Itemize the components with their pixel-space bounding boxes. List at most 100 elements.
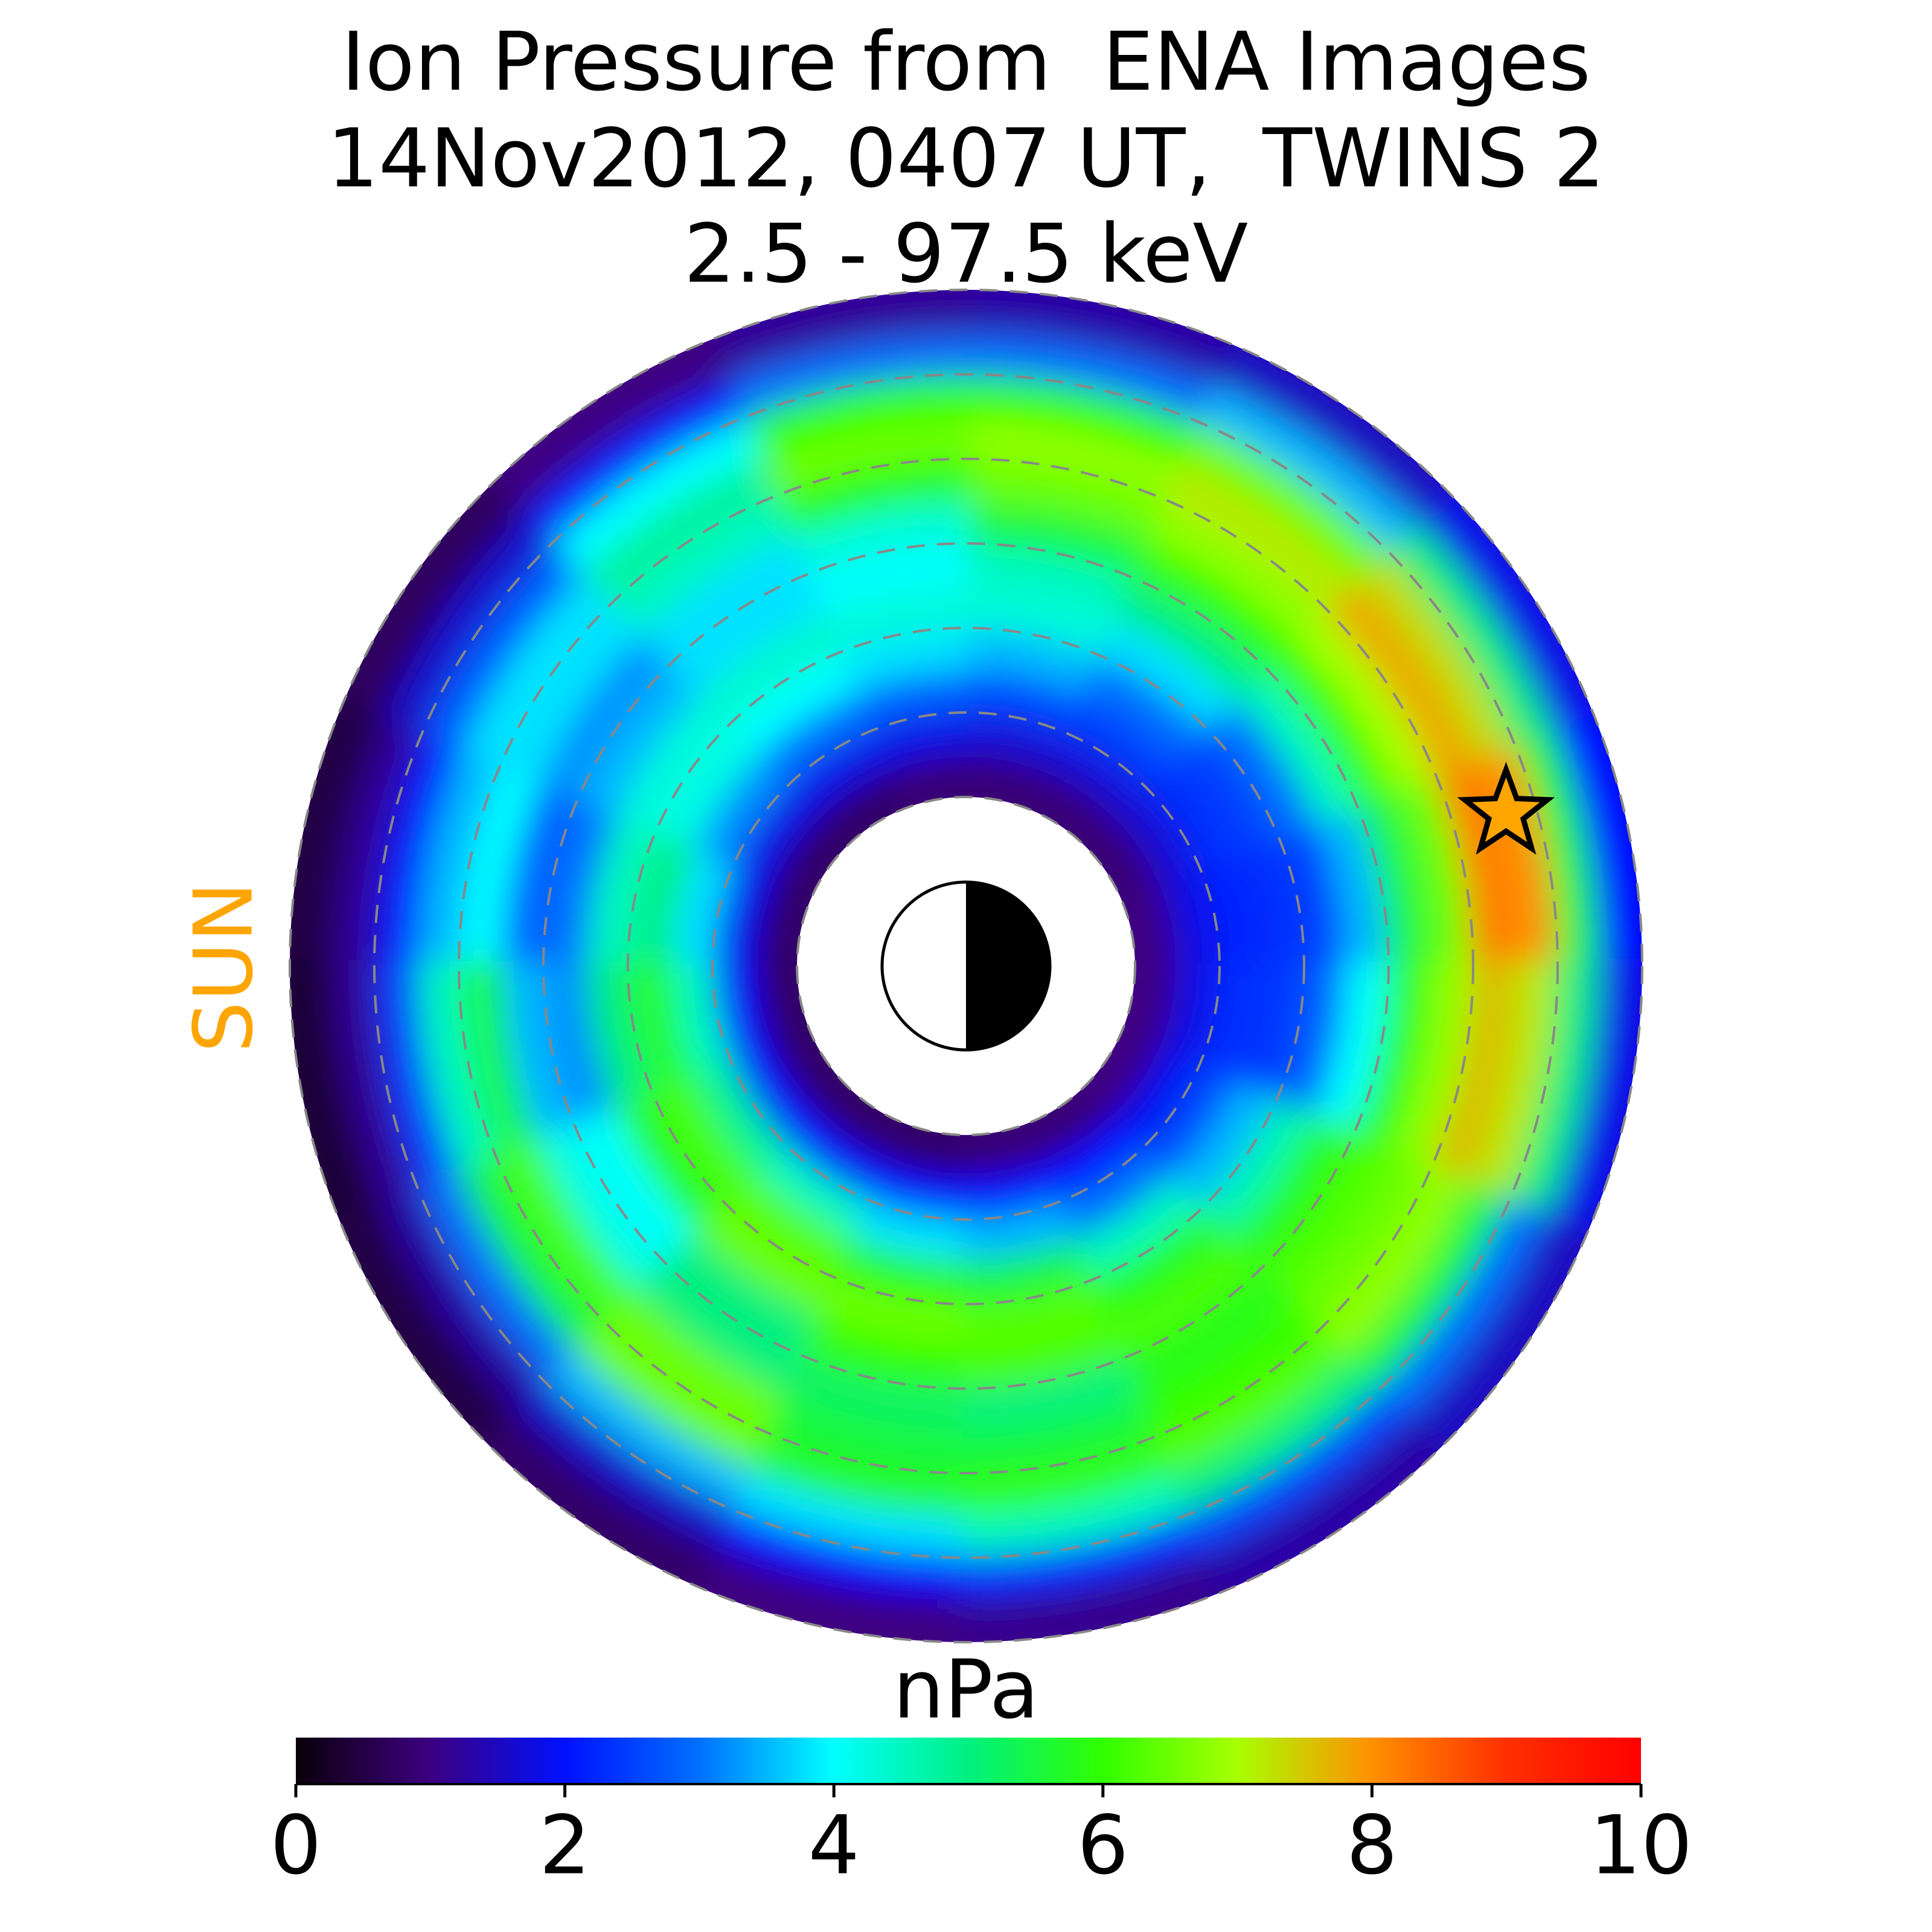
heatmap-cell: [753, 689, 872, 790]
heatmap-cell: [1319, 572, 1477, 778]
heatmap-cell: [866, 711, 969, 773]
colorbar-tick-label: 8: [1346, 1799, 1398, 1893]
heatmap-cell: [662, 572, 825, 702]
heatmap-cell: [1508, 959, 1602, 1216]
ring-grid-line: [458, 458, 1474, 1474]
heatmap-cell: [602, 494, 793, 642]
heatmap-cell: [376, 1186, 554, 1421]
heatmap-cell: [415, 1170, 583, 1390]
earth-symbol: [880, 880, 1052, 1052]
heatmap-cell: [959, 330, 1216, 424]
star-group: [1457, 761, 1555, 855]
heatmap-cell: [1142, 753, 1243, 872]
heatmap-cell: [716, 330, 973, 424]
heatmap-cell: [572, 1319, 778, 1477]
heatmap-cell: [1392, 961, 1475, 1166]
heatmap-cell: [1230, 1107, 1360, 1270]
heatmap-cell: [632, 1260, 809, 1399]
heatmap-cell: [1159, 866, 1221, 969]
heatmap-cell: [1319, 1154, 1477, 1360]
heatmap-cell: [373, 733, 462, 973]
heatmap-cell: [1171, 723, 1282, 857]
heatmap-cell: [1142, 1060, 1243, 1179]
heatmap-cell: [662, 1230, 825, 1360]
heatmap-cell: [1508, 716, 1602, 973]
heatmap-cell: [1154, 455, 1360, 613]
heatmap-cell: [729, 783, 820, 888]
heatmap-cell: [572, 1107, 702, 1270]
heatmap-cell: [723, 1171, 857, 1282]
heatmap-cell: [753, 1142, 872, 1243]
heatmap-cell: [866, 1159, 969, 1221]
heatmap-cell: [1112, 783, 1203, 888]
heatmap-cell: [1186, 1378, 1421, 1556]
heatmap-cell: [455, 1154, 613, 1360]
heatmap-cell: [1201, 693, 1321, 841]
heatmap-cell: [693, 1201, 841, 1321]
heatmap-cell: [330, 959, 424, 1216]
heatmap-cell: [959, 1470, 1199, 1559]
heatmap-cell: [1044, 729, 1149, 820]
heatmap-cell: [533, 1123, 672, 1300]
ring-grid-line: [627, 627, 1305, 1305]
heatmap-cell: [1123, 533, 1300, 672]
title-line: 14Nov2012, 0407 UT, TWINS 2: [327, 112, 1605, 206]
heatmap-cell: [782, 499, 971, 579]
heatmap-cell: [782, 1353, 971, 1433]
heatmap-cell: [687, 290, 974, 385]
heatmap-cell: [687, 1547, 974, 1642]
heatmap-cell: [1378, 511, 1556, 746]
heatmap-cell: [716, 1508, 973, 1602]
heatmap-cell: [1201, 1091, 1321, 1239]
heatmap-cell: [961, 1353, 1150, 1433]
heatmap-cell: [733, 373, 973, 462]
heatmap-cell: [1349, 1170, 1517, 1390]
ring-grid-line: [711, 711, 1221, 1221]
ring-grid-line: [289, 289, 1643, 1643]
heatmap-cell: [1159, 963, 1221, 1066]
star-marker: [1457, 761, 1555, 855]
heatmap-cell: [1075, 1171, 1209, 1282]
heatmap-cell: [959, 373, 1199, 462]
heatmap-cell: [533, 632, 672, 809]
heatmap-cell: [650, 723, 761, 857]
heatmap-cell: [650, 1075, 761, 1209]
heatmap-cell: [1392, 766, 1475, 971]
heatmap-cell: [1123, 1260, 1300, 1399]
heatmap-cell: [1353, 782, 1433, 971]
heatmap-cell: [960, 1431, 1183, 1517]
title-line: 2.5 - 97.5 keV: [684, 207, 1249, 301]
heatmap-cell: [572, 455, 778, 613]
heatmap-cell: [602, 1290, 793, 1438]
heatmap-cell: [1091, 1201, 1239, 1321]
heatmap-cell: [494, 1139, 642, 1330]
heatmap-cell: [611, 1091, 731, 1239]
heatmap-cell: [1170, 1349, 1390, 1517]
heatmap-cell: [1353, 961, 1433, 1150]
heatmap-cell: [499, 961, 579, 1150]
heatmap-cell: [960, 415, 1183, 501]
heatmap-cell: [373, 959, 462, 1199]
heatmap-cell: [415, 749, 501, 972]
heatmap-cell: [611, 693, 731, 841]
heatmap-cell: [958, 1547, 1245, 1642]
sun-label: SUN: [177, 881, 271, 1052]
heatmap-cell: [499, 782, 579, 971]
heatmap-cell: [1139, 494, 1330, 642]
ring-grid-line: [542, 542, 1390, 1390]
heatmap-cell: [1154, 1319, 1360, 1477]
heatmap-cell: [1107, 572, 1270, 702]
heatmap-cell: [1378, 1186, 1556, 1421]
heatmap-cell: [290, 687, 385, 974]
heatmap-cell: [961, 457, 1166, 540]
heatmap-cell: [1075, 650, 1209, 761]
heatmap-cell: [494, 602, 642, 793]
heatmap-cell: [1470, 733, 1559, 973]
ring-grid-line: [796, 796, 1136, 1136]
heatmap-cell: [511, 376, 746, 554]
title-line: Ion Pressure from ENA Images: [341, 15, 1590, 109]
heatmap-cell: [1044, 1112, 1149, 1203]
heatmap-cell: [766, 457, 971, 540]
heatmap-cell: [1112, 1044, 1203, 1149]
